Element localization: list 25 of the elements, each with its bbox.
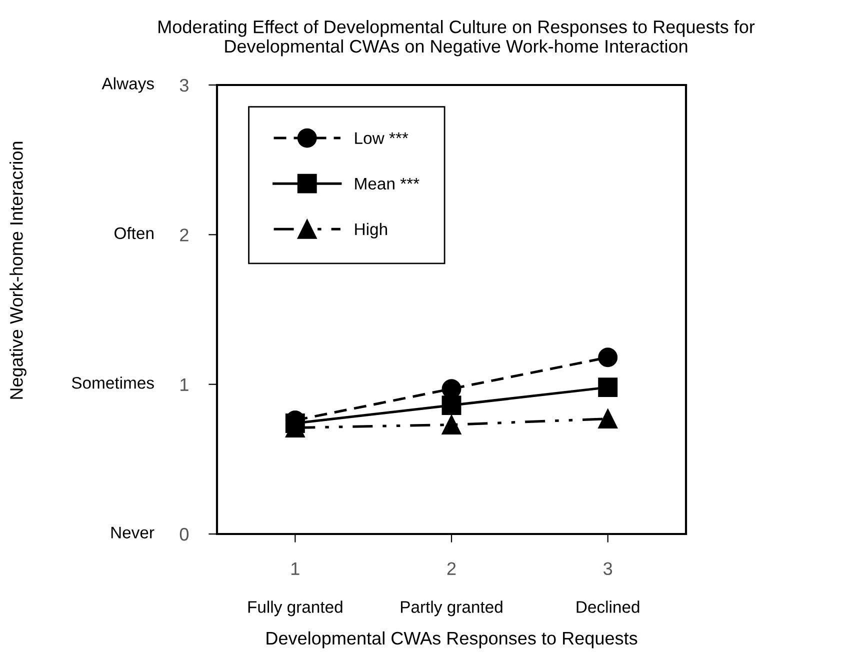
text: Always bbox=[102, 77, 154, 93]
y-tick-label: 1 bbox=[180, 378, 188, 391]
legend-label: High bbox=[355, 222, 387, 238]
point bbox=[442, 415, 462, 434]
text: Never bbox=[111, 526, 154, 538]
point bbox=[442, 396, 462, 416]
x-tick-label: 1 bbox=[292, 562, 300, 575]
text: Sometimes bbox=[72, 376, 154, 389]
legend-label: Low *** bbox=[355, 132, 408, 144]
text: Negative Work-home Interacrion bbox=[10, 142, 26, 399]
point bbox=[598, 378, 618, 398]
text: Fully granted bbox=[248, 600, 342, 616]
y-tick-label: 3 bbox=[180, 78, 188, 92]
text: Partly granted bbox=[400, 600, 502, 616]
x-axis-title: Developmental CWAs Responses to Requests bbox=[266, 631, 638, 648]
y-tick-label: 2 bbox=[180, 228, 188, 242]
y-tick-label: 0 bbox=[180, 528, 189, 541]
legend-label: Mean *** bbox=[355, 178, 420, 190]
x-tick-label: 3 bbox=[604, 562, 612, 576]
text: Declined bbox=[576, 600, 640, 613]
point bbox=[598, 409, 618, 428]
point bbox=[598, 348, 618, 368]
text: Often bbox=[114, 226, 154, 240]
x-tick-label: 2 bbox=[447, 562, 456, 575]
chart-title: Moderating Effect of Developmental Culture on Responses to Requests for Developmental CWAs on Negative Work-home Interaction bbox=[158, 20, 755, 56]
